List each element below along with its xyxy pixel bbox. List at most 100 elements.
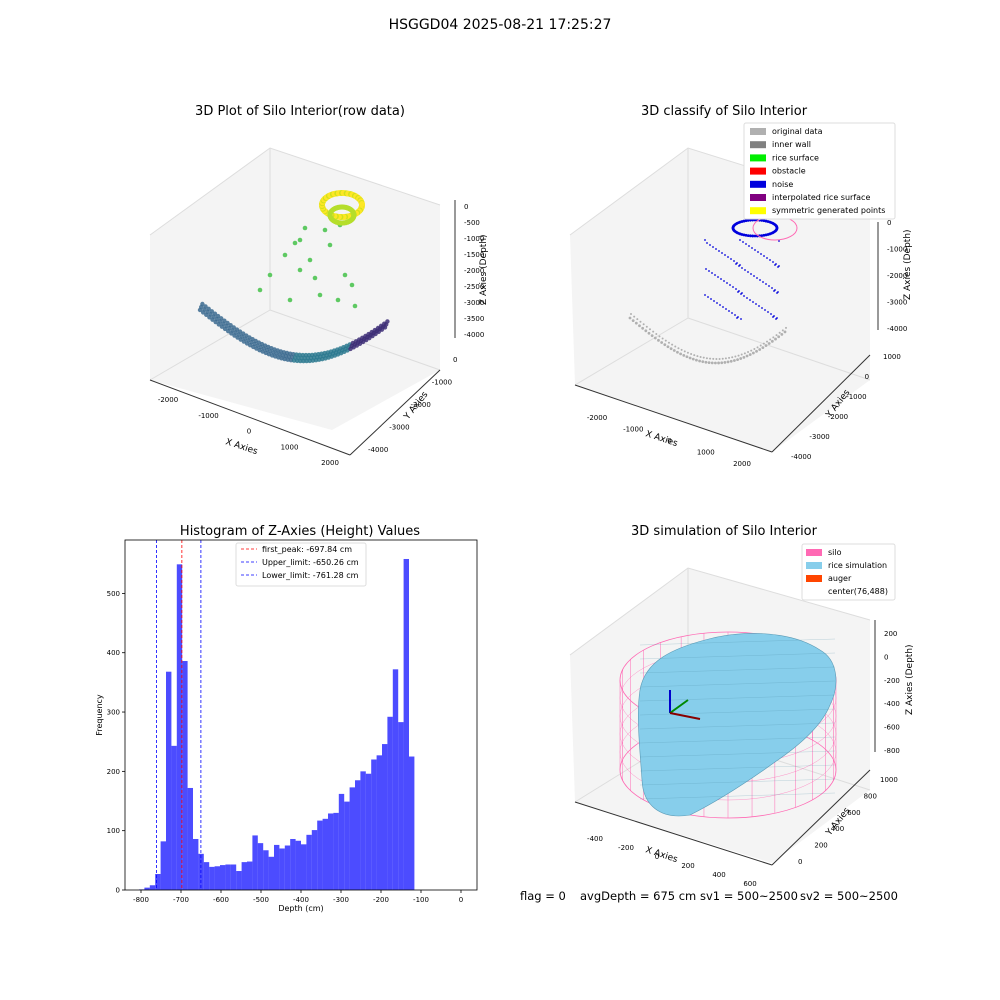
data-point — [667, 341, 670, 344]
data-point — [770, 339, 774, 343]
data-point — [710, 361, 714, 365]
flag-text: flag = 0 — [520, 889, 566, 903]
legend-swatch — [750, 141, 766, 149]
data-point — [714, 274, 716, 276]
x-tick-label: 1000 — [281, 443, 299, 451]
data-point — [699, 355, 702, 358]
data-point — [740, 318, 742, 320]
data-point — [718, 357, 721, 360]
x-tick-label: -1000 — [623, 426, 643, 434]
data-point — [737, 354, 740, 357]
z-tick-label: 0 — [464, 203, 468, 211]
data-point — [723, 280, 725, 282]
sv2-text: sv2 = 500~2500 — [800, 889, 898, 903]
legend-label: original data — [772, 127, 823, 136]
legend-swatch — [806, 562, 822, 569]
histogram-bar — [317, 820, 323, 890]
data-point — [219, 316, 224, 321]
figure-title: HSGGD04 2025-08-21 17:25:27 — [388, 17, 612, 33]
raw-plot-title: 3D Plot of Silo Interior(row data) — [195, 104, 405, 119]
data-point — [755, 349, 758, 353]
data-point — [735, 263, 737, 265]
histogram-bar — [295, 840, 301, 890]
histogram-bar — [382, 744, 388, 890]
data-point — [762, 281, 764, 283]
x-tick-label: -300 — [333, 896, 349, 904]
data-point — [766, 340, 769, 343]
y-tick-label: -2000 — [828, 413, 848, 421]
simulation-legend: silo rice simulation auger center(76,488) — [801, 543, 896, 601]
data-point — [739, 239, 741, 241]
y-tick-label: -3000 — [389, 424, 409, 432]
x-tick-label: -700 — [173, 896, 189, 904]
data-point — [641, 326, 645, 330]
histogram-bar — [387, 716, 393, 890]
z-tick-label: -1500 — [464, 251, 484, 259]
x-tick-label: 1000 — [697, 449, 715, 457]
data-point — [704, 294, 706, 296]
data-point — [704, 360, 708, 364]
data-point — [240, 331, 246, 336]
data-point — [780, 332, 784, 336]
histogram-bar — [338, 793, 345, 890]
legend-label: noise — [772, 180, 793, 189]
histogram-bar — [409, 756, 415, 890]
data-point — [707, 361, 711, 365]
data-point — [767, 342, 771, 345]
mesh-line — [639, 722, 836, 730]
data-point — [297, 352, 302, 358]
data-point — [342, 272, 348, 278]
data-point — [760, 234, 764, 238]
data-point — [691, 357, 695, 361]
data-point — [650, 334, 654, 338]
histogram-bar — [209, 866, 215, 890]
data-point — [769, 338, 772, 341]
data-point — [723, 361, 727, 364]
raw-points-cloud — [197, 190, 390, 364]
data-point — [351, 211, 357, 217]
data-point — [709, 244, 711, 246]
data-point — [644, 329, 648, 333]
y-tick-label: 1000 — [880, 776, 898, 784]
legend-swatch — [750, 194, 766, 201]
mesh-line — [639, 652, 836, 660]
data-point — [747, 271, 749, 273]
legend-label: first_peak: -697.84 cm — [262, 545, 352, 554]
data-point — [759, 279, 761, 281]
data-point — [717, 361, 720, 365]
histogram-bar — [279, 848, 285, 890]
data-point — [701, 360, 705, 364]
data-point — [715, 357, 718, 360]
z-tick-label: -800 — [884, 747, 900, 755]
x-tick-label: 2000 — [733, 460, 751, 468]
data-point — [753, 275, 755, 277]
data-point — [655, 333, 658, 336]
simulation-3d-plot: -400-2000200400600020040060080010002000-… — [569, 543, 915, 888]
data-point — [778, 240, 780, 242]
data-point — [660, 341, 664, 344]
legend-label: interpolated rice surface — [772, 193, 870, 202]
data-point — [742, 241, 744, 243]
legend-swatch — [750, 128, 766, 135]
data-point — [768, 285, 770, 287]
y-tick-label: -1000 — [432, 379, 452, 387]
raw-3d-plot: -2000 -1000 0 1000 2000 0 -1000 -2000 -3000 -4000… — [149, 147, 489, 467]
data-point — [282, 252, 288, 258]
data-point — [724, 357, 727, 360]
data-point — [721, 357, 724, 360]
classify-3d-plot: -2000 -1000 0 1000 2000 1000 0 -1000 -2000 -3000 -… — [569, 122, 913, 468]
data-point — [716, 302, 718, 304]
x-tick-label: 2000 — [321, 459, 339, 467]
x-tick-label: -2000 — [158, 396, 178, 404]
data-point — [775, 318, 777, 320]
histogram-bar — [376, 755, 382, 890]
x-tick-label: 0 — [459, 896, 463, 904]
z-tick-label: -500 — [464, 219, 480, 227]
histogram-bars — [139, 558, 415, 890]
data-point — [757, 251, 759, 253]
data-point — [292, 240, 298, 246]
data-point — [758, 305, 760, 307]
data-point — [770, 313, 772, 315]
histogram-bar — [241, 862, 247, 890]
simulation-zlabel: Z Axies (Depth) — [905, 644, 915, 715]
